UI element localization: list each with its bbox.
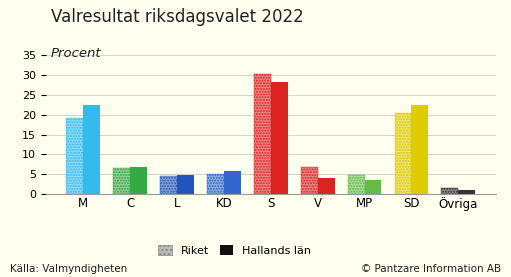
Bar [318,178,335,194]
Text: Procent: Procent [51,47,102,60]
Bar [347,175,364,194]
Bar [66,118,83,194]
Bar [301,167,318,194]
Bar [442,188,458,194]
Bar [254,74,271,194]
Bar [177,175,194,194]
Bar [271,81,288,194]
Bar [207,174,224,194]
Bar [254,74,271,194]
Bar [113,168,130,194]
Bar [394,113,411,194]
Bar [458,189,475,194]
Bar [130,167,147,194]
Bar [364,180,382,194]
Bar [160,176,177,194]
Bar [207,174,224,194]
Bar [113,168,130,194]
Bar [301,167,318,194]
Bar [66,118,83,194]
Text: Valresultat riksdagsvalet 2022: Valresultat riksdagsvalet 2022 [51,8,304,26]
Bar [411,105,428,194]
Bar [224,171,241,194]
Bar [347,175,364,194]
Bar [442,188,458,194]
Text: Källa: Valmyndigheten: Källa: Valmyndigheten [10,264,127,274]
Bar [394,113,411,194]
Text: © Pantzare Information AB: © Pantzare Information AB [361,264,501,274]
Legend: Riket, Hallands län: Riket, Hallands län [154,241,316,260]
Bar [160,176,177,194]
Bar [83,105,100,194]
